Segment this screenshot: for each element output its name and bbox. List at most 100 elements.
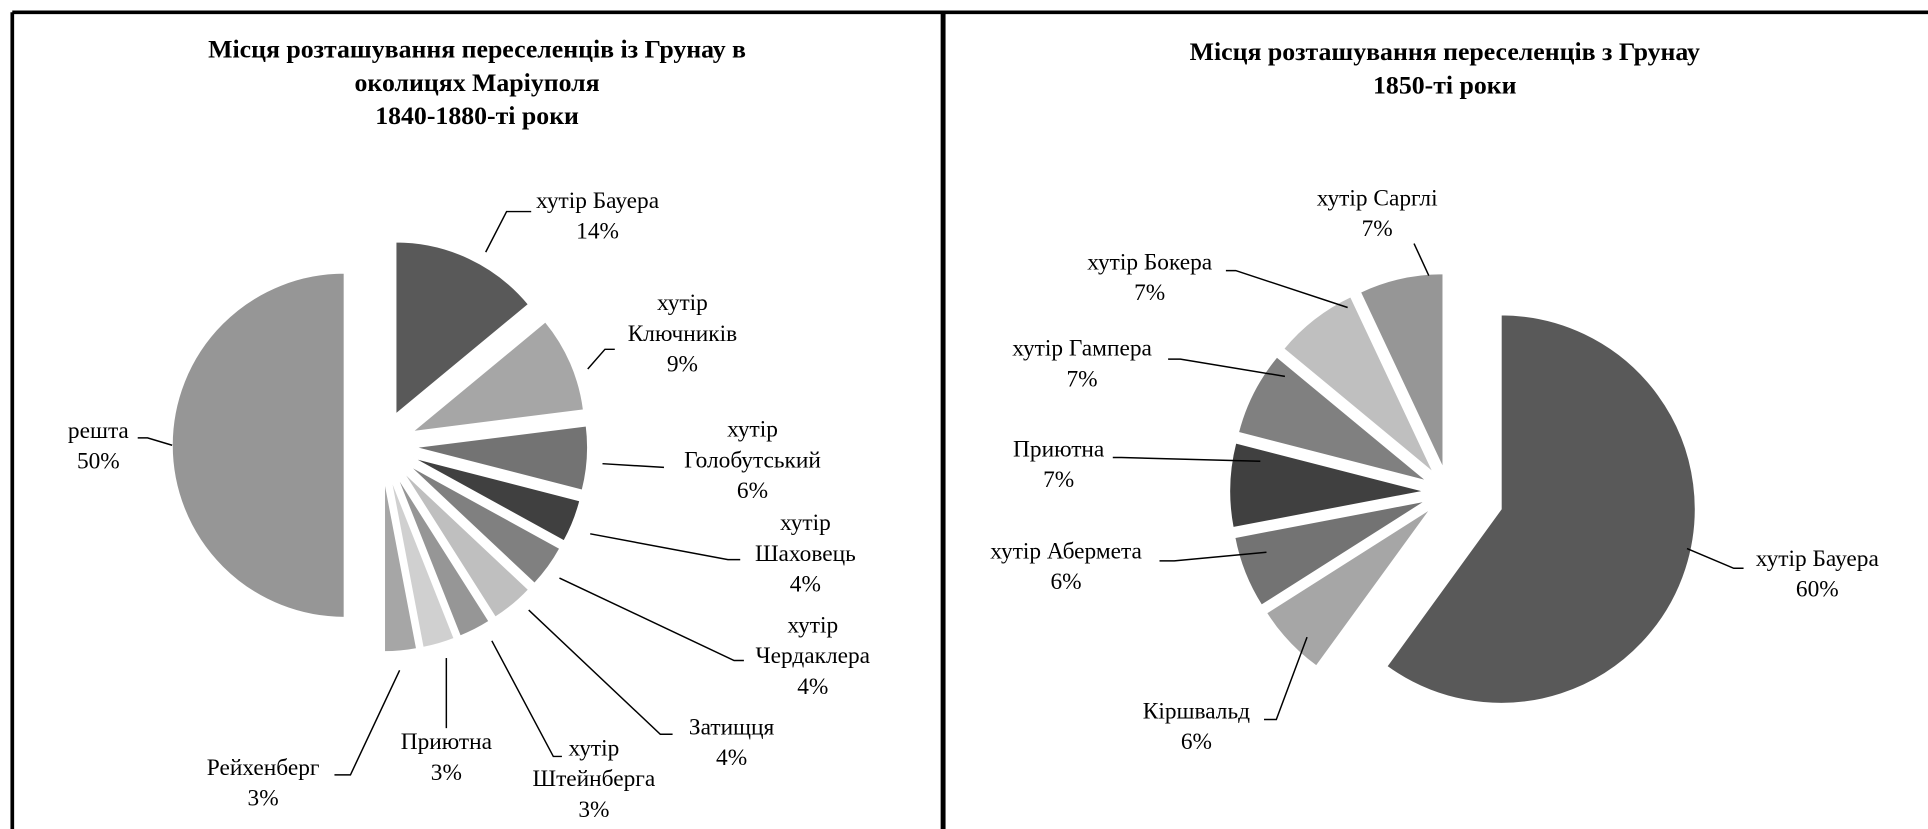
text-line: 60% bbox=[1796, 577, 1839, 603]
text-line: хутір bbox=[780, 511, 831, 537]
text-line: Кіршвальд bbox=[1143, 699, 1250, 725]
slice-value-label: 60% bbox=[1796, 577, 1839, 603]
text-line: Шаховець bbox=[755, 541, 856, 567]
pie-slice bbox=[390, 478, 455, 649]
text-line: 6% bbox=[1050, 570, 1081, 596]
pie-slice bbox=[383, 479, 418, 653]
text-line: хутір Бауера bbox=[536, 188, 660, 214]
slice-value-label: 3% bbox=[578, 797, 609, 823]
slice-label: хутір Бокера bbox=[1087, 250, 1213, 276]
text-line: Затищця bbox=[689, 715, 775, 741]
text-line: Приютна bbox=[1013, 437, 1105, 463]
slice-value-label: 7% bbox=[1134, 281, 1165, 307]
text-line: хутір bbox=[727, 417, 778, 443]
text-line: Приютна bbox=[401, 729, 493, 755]
slice-value-label: 4% bbox=[716, 745, 747, 771]
slice-value-label: 7% bbox=[1362, 217, 1393, 243]
text-line: хутір bbox=[568, 736, 619, 762]
text-line: Рейхенберг bbox=[207, 755, 320, 781]
leader-line bbox=[485, 210, 532, 253]
leader-line bbox=[590, 533, 741, 561]
slice-value-label: 3% bbox=[248, 786, 279, 812]
text-line: 7% bbox=[1134, 281, 1165, 307]
slice-label: Рейхенберг bbox=[207, 755, 320, 781]
leader-line bbox=[334, 670, 401, 776]
slice-value-label: 7% bbox=[1066, 367, 1097, 393]
pie-slice bbox=[395, 241, 530, 416]
leader-line bbox=[137, 437, 173, 446]
pie-slice bbox=[1229, 442, 1425, 529]
slice-value-label: 14% bbox=[576, 219, 619, 245]
leader-line bbox=[1112, 456, 1261, 462]
text-line: хутір Бауера bbox=[1756, 546, 1880, 572]
pie-slice bbox=[171, 272, 345, 619]
text-line: 3% bbox=[431, 760, 462, 786]
text-line: околицях Маріуполя bbox=[355, 68, 600, 97]
text-line: Голобутський bbox=[684, 448, 821, 474]
text-line: 4% bbox=[790, 572, 821, 598]
slice-value-label: 4% bbox=[797, 674, 828, 700]
pie-slice bbox=[412, 457, 581, 542]
pie-slice bbox=[415, 425, 589, 491]
slice-label: хутір Голобутський bbox=[684, 417, 821, 474]
pie-slice bbox=[408, 464, 561, 585]
pie-slice bbox=[410, 320, 585, 433]
text-line: хутір Абермета bbox=[990, 539, 1142, 565]
text-line: 6% bbox=[1181, 729, 1212, 755]
text-line: 6% bbox=[737, 479, 768, 505]
text-line: 1850-ті роки bbox=[1373, 70, 1517, 99]
chart-title: Місця розташування переселенців з Грунау… bbox=[1190, 37, 1700, 99]
leader-line bbox=[1159, 551, 1267, 562]
slice-label: хутір Штейнберга bbox=[533, 736, 656, 793]
slice-label: хутір Чердаклера bbox=[755, 613, 870, 670]
slice-label: хутір Шаховець bbox=[755, 511, 856, 568]
text-line: 1840-1880-ті роки bbox=[375, 101, 579, 130]
text-line: 4% bbox=[797, 674, 828, 700]
slice-value-label: 3% bbox=[431, 760, 462, 786]
pie-slice bbox=[396, 475, 490, 637]
leader-line bbox=[1225, 269, 1348, 309]
text-line: Штейнберга bbox=[533, 766, 656, 792]
slice-value-label: 9% bbox=[667, 352, 698, 378]
text-line: 7% bbox=[1043, 468, 1074, 494]
slice-label: Приютна bbox=[1013, 437, 1105, 463]
text-line: Місця розташування переселенців із Груна… bbox=[208, 35, 746, 64]
text-line: хутір bbox=[657, 290, 708, 316]
text-line: Місця розташування переселенців з Грунау bbox=[1190, 37, 1700, 66]
slice-label: хутір Бауера bbox=[1756, 546, 1880, 572]
pie-slice bbox=[1265, 508, 1432, 667]
text-line: Ключників bbox=[628, 321, 737, 347]
slice-label: хутір Сарглі bbox=[1317, 186, 1438, 212]
leader-line bbox=[1686, 547, 1744, 569]
leader-line bbox=[1264, 636, 1308, 721]
text-line: хутір Бокера bbox=[1087, 250, 1213, 276]
pie-slice bbox=[1359, 273, 1444, 469]
slice-label: хутір Бауера bbox=[536, 188, 660, 214]
leader-line bbox=[1413, 243, 1430, 276]
leader-line bbox=[1168, 358, 1286, 378]
slice-value-label: 50% bbox=[77, 449, 120, 475]
slice-label: Затищця bbox=[689, 715, 775, 741]
leader-line bbox=[587, 348, 615, 370]
pie-slice bbox=[402, 471, 530, 619]
slice-label: хутір Ключників bbox=[628, 290, 737, 347]
pie-slice bbox=[1234, 500, 1426, 607]
text-line: хутір bbox=[787, 613, 838, 639]
slice-label: Кіршвальд bbox=[1143, 699, 1250, 725]
leader-line bbox=[559, 577, 744, 662]
slice-value-label: 7% bbox=[1043, 468, 1074, 494]
text-line: 7% bbox=[1066, 367, 1097, 393]
text-line: 4% bbox=[716, 745, 747, 771]
text-line: хутір Сарглі bbox=[1317, 186, 1438, 212]
leader-line bbox=[602, 462, 665, 469]
leader-line bbox=[528, 609, 673, 736]
text-line: хутір Гампера bbox=[1012, 336, 1152, 362]
slice-label: хутір Гампера bbox=[1012, 336, 1152, 362]
text-line: 7% bbox=[1362, 217, 1393, 243]
text-line: Чердаклера bbox=[755, 643, 870, 669]
text-line: 9% bbox=[667, 352, 698, 378]
slice-value-label: 6% bbox=[1181, 729, 1212, 755]
pie-slice bbox=[1237, 356, 1427, 482]
text-line: 3% bbox=[248, 786, 279, 812]
